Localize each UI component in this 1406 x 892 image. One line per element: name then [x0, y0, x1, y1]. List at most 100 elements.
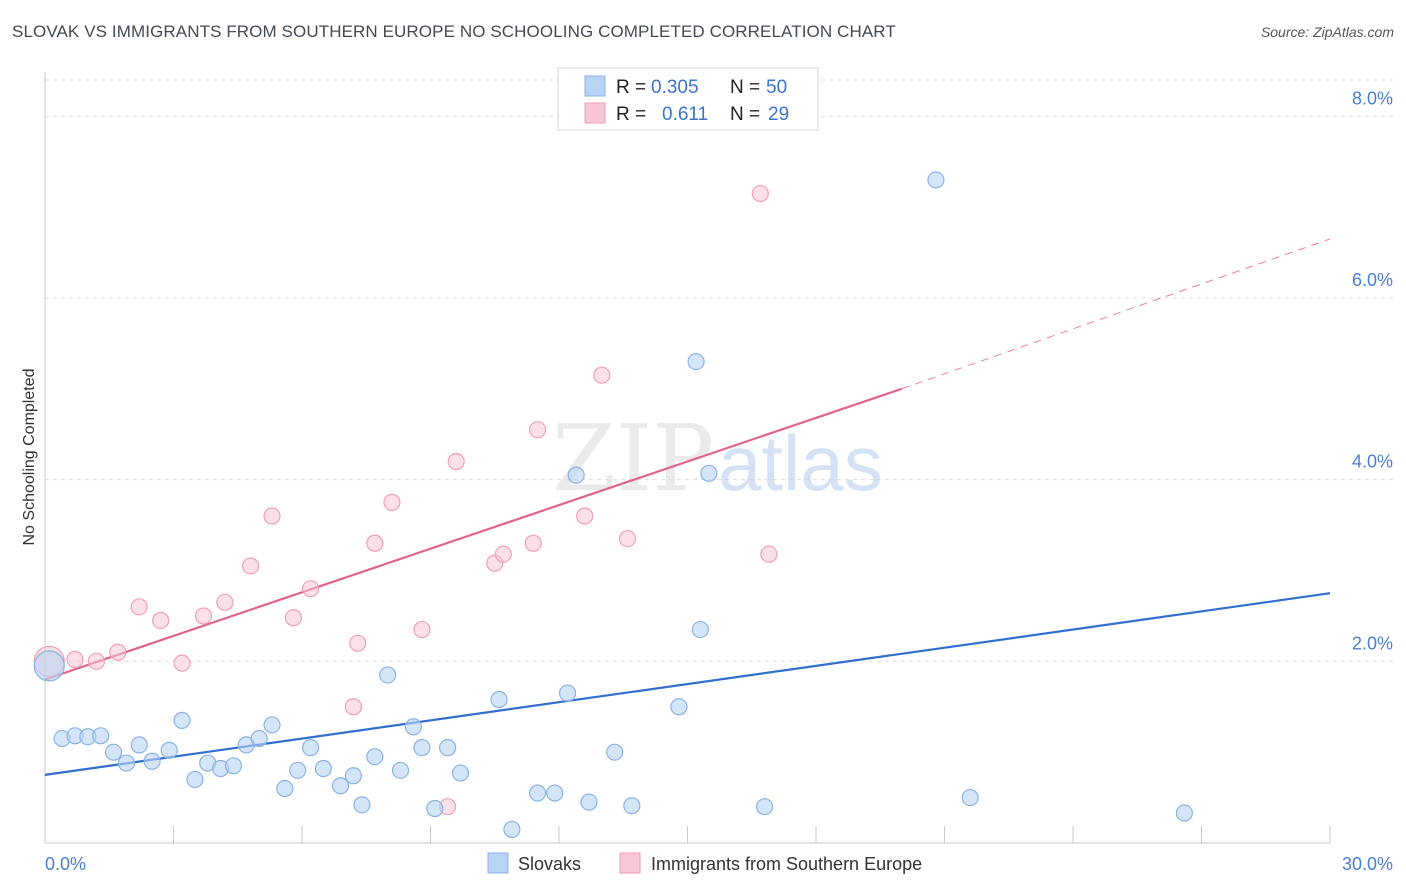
point-slovaks: [691, 620, 709, 639]
point-slovaks: [250, 729, 268, 748]
point-immigrants: [284, 609, 303, 627]
stats-legend: R = 0.305 N = 50 R = 0.611 N = 29: [557, 67, 819, 131]
legend-r-label-1: R =: [616, 77, 646, 98]
point-slovaks: [606, 743, 624, 761]
point-slovaks: [366, 748, 384, 766]
point-immigrants: [524, 534, 542, 552]
point-slovaks: [160, 741, 178, 759]
legend-n-value-1: 50: [766, 77, 787, 98]
point-slovaks: [490, 690, 508, 709]
point-slovaks: [344, 767, 362, 785]
point-slovaks: [143, 752, 161, 770]
legend-r-label-2: R =: [616, 104, 646, 125]
point-immigrants: [263, 507, 281, 525]
legend-swatch-immigrants: [584, 102, 606, 124]
point-immigrants: [130, 598, 148, 616]
point-slovaks: [186, 770, 204, 789]
point-slovaks: [1175, 804, 1193, 822]
point-slovaks: [33, 650, 65, 682]
data-points: [33, 171, 1193, 838]
point-slovaks: [451, 764, 470, 782]
trend-extension-immigrants: [901, 238, 1331, 390]
point-slovaks: [353, 796, 371, 814]
point-immigrants: [576, 507, 594, 525]
point-slovaks: [503, 820, 521, 838]
chart-title: SLOVAK VS IMMIGRANTS FROM SOUTHERN EUROP…: [12, 22, 896, 41]
point-slovaks: [567, 466, 585, 484]
legend-r-value-2: 0.611: [662, 104, 708, 125]
trend-line-slovaks: [44, 592, 1331, 776]
point-slovaks: [276, 779, 294, 798]
source-label: Source: ZipAtlas.com: [1260, 24, 1394, 40]
point-immigrants: [494, 545, 512, 563]
point-immigrants: [216, 593, 234, 611]
y-tick-label: 8.0%: [1352, 88, 1393, 108]
point-slovaks: [961, 788, 979, 807]
legend-n-value-2: 29: [768, 104, 789, 125]
point-immigrants: [447, 452, 465, 471]
x-axis-ticks: [44, 826, 1331, 843]
point-slovaks: [927, 171, 945, 189]
point-slovaks: [379, 666, 397, 684]
point-immigrants: [751, 184, 769, 203]
watermark-atlas: atlas: [718, 419, 883, 507]
series-legend: Slovaks Immigrants from Southern Europe: [487, 852, 922, 874]
legend-r-value-1: 0.305: [651, 77, 699, 98]
y-axis-label: No Schooling Completed: [21, 369, 38, 546]
point-slovaks: [404, 718, 422, 736]
point-immigrants: [66, 650, 84, 669]
y-tick-label: 6.0%: [1352, 270, 1393, 290]
point-immigrants: [618, 530, 637, 548]
point-slovaks: [130, 736, 148, 754]
bottom-legend-swatch-slovaks: [487, 852, 509, 874]
point-slovaks: [314, 759, 333, 778]
point-slovaks: [755, 798, 774, 816]
point-slovaks: [439, 739, 457, 757]
point-slovaks: [528, 784, 547, 802]
point-immigrants: [366, 534, 384, 552]
x-tick-label-max: 30.0%: [1342, 854, 1393, 874]
point-slovaks: [623, 797, 641, 815]
point-immigrants: [349, 634, 367, 652]
point-immigrants: [344, 698, 362, 716]
point-slovaks: [426, 799, 444, 818]
point-slovaks: [670, 698, 688, 716]
point-slovaks: [289, 761, 307, 779]
point-immigrants: [173, 654, 191, 672]
point-immigrants: [152, 611, 170, 630]
point-immigrants: [194, 607, 213, 625]
point-immigrants: [593, 366, 611, 384]
point-slovaks: [546, 784, 564, 802]
point-slovaks: [301, 739, 320, 757]
legend-n-label-2: N =: [730, 104, 760, 125]
bottom-legend-immigrants: Immigrants from Southern Europe: [651, 854, 922, 874]
y-tick-label: 4.0%: [1352, 452, 1393, 472]
point-slovaks: [687, 352, 705, 371]
point-immigrants: [760, 545, 778, 563]
point-slovaks: [263, 716, 281, 734]
point-slovaks: [413, 739, 431, 757]
point-slovaks: [104, 743, 123, 761]
y-tick-labels: 2.0% 4.0% 6.0% 8.0%: [1352, 88, 1393, 653]
gridlines: [45, 79, 1393, 662]
bottom-legend-slovaks: Slovaks: [518, 854, 581, 874]
watermark-zip: ZIP: [552, 405, 714, 512]
point-slovaks: [92, 727, 110, 745]
point-slovaks: [700, 464, 718, 482]
point-slovaks: [580, 793, 598, 811]
point-slovaks: [558, 684, 577, 702]
point-slovaks: [391, 761, 410, 779]
point-slovaks: [117, 754, 135, 772]
y-tick-label: 2.0%: [1352, 633, 1393, 653]
point-immigrants: [242, 557, 260, 575]
bottom-legend-swatch-immigrants: [619, 852, 641, 874]
point-slovaks: [224, 757, 243, 775]
point-immigrants: [301, 580, 320, 598]
point-immigrants: [528, 421, 547, 439]
trend-line-immigrants: [44, 387, 903, 681]
point-immigrants: [109, 643, 127, 661]
watermark: ZIP atlas: [552, 405, 883, 512]
point-slovaks: [173, 711, 191, 729]
point-immigrants: [413, 620, 431, 639]
